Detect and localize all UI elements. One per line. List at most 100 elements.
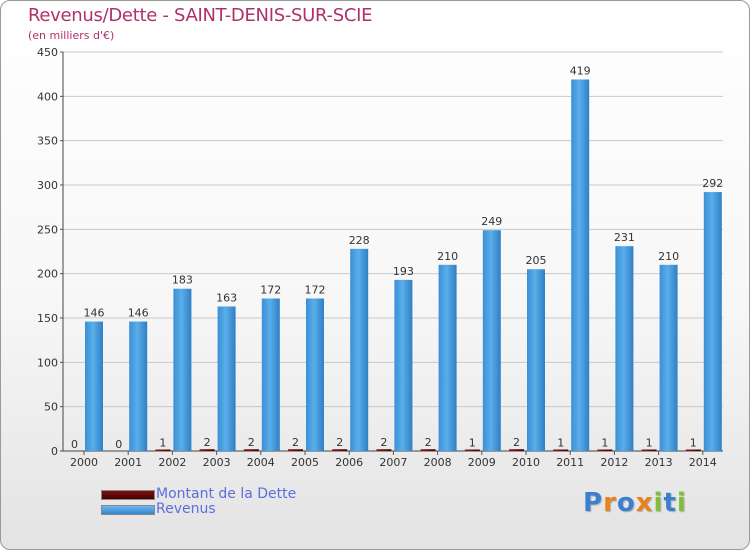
logo-letter: t (663, 488, 677, 518)
data-label-revenue-2001: 146 (128, 307, 149, 320)
x-tick-label: 2008 (424, 456, 452, 469)
bar-revenue-2003 (217, 306, 236, 451)
data-label-debt-2009: 1 (469, 437, 476, 450)
data-label-debt-2005: 2 (292, 436, 299, 449)
bar-debt-2010 (509, 449, 524, 451)
y-tick-label: 450 (37, 46, 58, 59)
legend-label-revenue: Revenus (156, 501, 216, 517)
data-label-revenue-2014: 292 (702, 177, 723, 190)
data-label-debt-2001: 0 (115, 438, 122, 451)
logo-letter: x (635, 488, 654, 518)
bar-revenue-2010 (527, 269, 545, 451)
x-tick-label: 2000 (70, 456, 98, 469)
bar-revenue-2005 (306, 298, 324, 451)
x-tick-label: 2012 (600, 456, 628, 469)
bar-revenue-2008 (438, 264, 457, 451)
proxiti-logo: Proxiti (583, 488, 687, 518)
bar-debt-2005 (288, 449, 303, 451)
bar-revenue-2006 (350, 248, 369, 451)
data-label-revenue-2002: 183 (172, 274, 193, 287)
data-label-revenue-2010: 205 (526, 254, 547, 267)
data-label-debt-2000: 0 (71, 438, 78, 451)
data-label-debt-2004: 2 (248, 436, 255, 449)
grid-lines (63, 51, 723, 408)
bar-debt-2006 (332, 449, 348, 451)
logo-letter: o (616, 488, 636, 518)
bar-debt-2013 (641, 449, 657, 451)
data-label-revenue-2005: 172 (305, 283, 326, 296)
bar-debt-2009 (464, 449, 480, 451)
y-tick-label: 150 (37, 312, 58, 325)
chart-subtitle: (en milliers d'€) (28, 29, 115, 42)
bar-debt-2004 (243, 449, 259, 451)
bar-revenue-2000 (85, 321, 103, 451)
bar-debt-2007 (376, 449, 392, 451)
y-tick-label: 400 (37, 90, 58, 103)
x-tick-label: 2014 (689, 456, 717, 469)
logo-letter: r (603, 488, 617, 518)
bar-debt-2002 (155, 449, 171, 451)
data-label-debt-2013: 1 (646, 437, 653, 450)
data-label-debt-2010: 2 (513, 436, 520, 449)
data-label-revenue-2008: 210 (437, 250, 458, 263)
data-label-debt-2014: 1 (690, 437, 697, 450)
bar-revenue-2011 (571, 79, 590, 451)
chart-title: Revenus/Dette - SAINT-DENIS-SUR-SCIE (28, 5, 373, 26)
x-tick-label: 2006 (335, 456, 363, 469)
x-tick-label: 2011 (556, 456, 584, 469)
legend-swatch-revenue (101, 505, 155, 515)
data-label-debt-2007: 2 (380, 436, 387, 449)
y-tick-label: 50 (44, 401, 58, 414)
bar-revenue-2001 (129, 321, 148, 451)
data-label-debt-2002: 1 (159, 437, 166, 450)
x-tick-label: 2009 (468, 456, 496, 469)
data-label-debt-2006: 2 (336, 436, 343, 449)
legend-swatch-debt (101, 490, 155, 500)
data-label-debt-2008: 2 (425, 436, 432, 449)
x-tick-label: 2002 (158, 456, 186, 469)
x-tick-label: 2003 (203, 456, 231, 469)
bar-revenue-2009 (482, 230, 501, 451)
bars (85, 79, 722, 452)
data-label-debt-2012: 1 (601, 437, 608, 450)
logo-letter: i (676, 488, 687, 518)
x-tick-label: 2004 (247, 456, 275, 469)
bar-revenue-2007 (394, 279, 413, 451)
data-label-revenue-2006: 228 (349, 234, 370, 247)
data-labels: 0 146 0 146 1 183 2 163 2 172 2 172 2 228 2 193 2 210 1 249… (71, 64, 723, 451)
bar-debt-2003 (199, 449, 215, 451)
bar-revenue-2012 (615, 246, 634, 451)
bar-debt-2014 (685, 449, 701, 451)
data-label-revenue-2004: 172 (260, 283, 281, 296)
y-tick-label: 250 (37, 223, 58, 236)
x-tick-label: 2013 (645, 456, 673, 469)
data-label-revenue-2007: 193 (393, 265, 414, 278)
data-label-revenue-2011: 419 (570, 64, 591, 77)
data-label-revenue-2000: 146 (84, 307, 105, 320)
logo-letter: i (653, 488, 664, 518)
data-label-revenue-2012: 231 (614, 231, 635, 244)
bar-revenue-2004 (261, 298, 280, 451)
bar-debt-2011 (553, 449, 569, 451)
x-tick-label: 2005 (291, 456, 319, 469)
y-tick-label: 300 (37, 179, 58, 192)
y-tick-label: 350 (37, 135, 58, 148)
y-tick-label: 200 (37, 268, 58, 281)
logo-letter: P (583, 488, 604, 518)
data-label-debt-2003: 2 (204, 436, 211, 449)
bar-revenue-2002 (173, 288, 192, 451)
y-tick-label: 100 (37, 356, 58, 369)
bar-revenue-2013 (659, 264, 678, 451)
bar-debt-2012 (597, 449, 613, 451)
x-tick-label: 2010 (512, 456, 540, 469)
bar-debt-2008 (420, 449, 436, 451)
y-tick-label: 0 (51, 445, 58, 458)
bar-revenue-2014 (703, 192, 722, 452)
x-tick-label: 2007 (379, 456, 407, 469)
data-label-revenue-2003: 163 (216, 291, 237, 304)
data-label-debt-2011: 1 (557, 437, 564, 450)
data-label-revenue-2013: 210 (658, 250, 679, 263)
